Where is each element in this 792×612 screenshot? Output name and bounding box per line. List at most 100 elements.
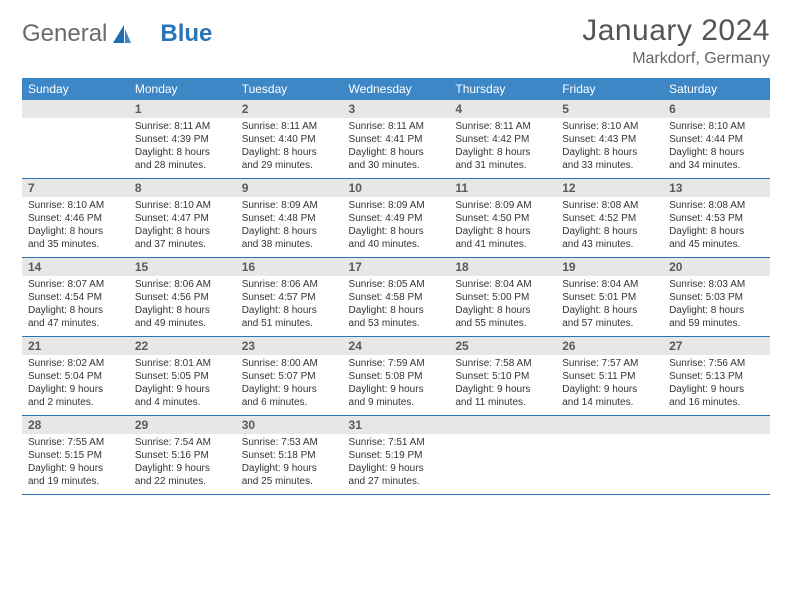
day-body xyxy=(663,434,770,492)
day-header: Wednesday xyxy=(343,78,450,100)
day-number: 30 xyxy=(236,416,343,434)
day-number: 10 xyxy=(343,179,450,197)
day-body: Sunrise: 8:01 AMSunset: 5:05 PMDaylight:… xyxy=(129,355,236,415)
day-cell: 15Sunrise: 8:06 AMSunset: 4:56 PMDayligh… xyxy=(129,258,236,337)
day-number: 21 xyxy=(22,337,129,355)
day-body: Sunrise: 7:54 AMSunset: 5:16 PMDaylight:… xyxy=(129,434,236,494)
day-body: Sunrise: 8:07 AMSunset: 4:54 PMDaylight:… xyxy=(22,276,129,336)
day-cell: 9Sunrise: 8:09 AMSunset: 4:48 PMDaylight… xyxy=(236,179,343,258)
day-number: 8 xyxy=(129,179,236,197)
day-cell: 29Sunrise: 7:54 AMSunset: 5:16 PMDayligh… xyxy=(129,416,236,495)
month-title: January 2024 xyxy=(582,14,770,48)
week-row: 7Sunrise: 8:10 AMSunset: 4:46 PMDaylight… xyxy=(22,179,770,258)
day-number: 11 xyxy=(449,179,556,197)
day-cell: 6Sunrise: 8:10 AMSunset: 4:44 PMDaylight… xyxy=(663,100,770,179)
day-number: 27 xyxy=(663,337,770,355)
day-number: 5 xyxy=(556,100,663,118)
day-body: Sunrise: 8:09 AMSunset: 4:50 PMDaylight:… xyxy=(449,197,556,257)
day-number xyxy=(663,416,770,434)
day-number: 18 xyxy=(449,258,556,276)
day-number: 1 xyxy=(129,100,236,118)
day-number: 31 xyxy=(343,416,450,434)
day-number: 12 xyxy=(556,179,663,197)
day-body: Sunrise: 8:08 AMSunset: 4:52 PMDaylight:… xyxy=(556,197,663,257)
topbar: General Blue January 2024 Markdorf, Germ… xyxy=(22,14,770,68)
day-number: 25 xyxy=(449,337,556,355)
day-header: Monday xyxy=(129,78,236,100)
day-header: Tuesday xyxy=(236,78,343,100)
day-cell: 10Sunrise: 8:09 AMSunset: 4:49 PMDayligh… xyxy=(343,179,450,258)
day-cell: 16Sunrise: 8:06 AMSunset: 4:57 PMDayligh… xyxy=(236,258,343,337)
day-header: Saturday xyxy=(663,78,770,100)
day-cell: 19Sunrise: 8:04 AMSunset: 5:01 PMDayligh… xyxy=(556,258,663,337)
day-number xyxy=(556,416,663,434)
day-body: Sunrise: 8:11 AMSunset: 4:42 PMDaylight:… xyxy=(449,118,556,178)
day-number: 16 xyxy=(236,258,343,276)
day-body xyxy=(449,434,556,492)
day-body: Sunrise: 8:09 AMSunset: 4:49 PMDaylight:… xyxy=(343,197,450,257)
day-number xyxy=(22,100,129,118)
day-number xyxy=(449,416,556,434)
day-body: Sunrise: 8:03 AMSunset: 5:03 PMDaylight:… xyxy=(663,276,770,336)
day-body: Sunrise: 7:53 AMSunset: 5:18 PMDaylight:… xyxy=(236,434,343,494)
week-row: 28Sunrise: 7:55 AMSunset: 5:15 PMDayligh… xyxy=(22,416,770,495)
day-body: Sunrise: 7:59 AMSunset: 5:08 PMDaylight:… xyxy=(343,355,450,415)
day-cell: 24Sunrise: 7:59 AMSunset: 5:08 PMDayligh… xyxy=(343,337,450,416)
day-body: Sunrise: 8:05 AMSunset: 4:58 PMDaylight:… xyxy=(343,276,450,336)
day-cell xyxy=(556,416,663,495)
day-number: 29 xyxy=(129,416,236,434)
day-body: Sunrise: 8:06 AMSunset: 4:57 PMDaylight:… xyxy=(236,276,343,336)
day-number: 9 xyxy=(236,179,343,197)
day-header: Thursday xyxy=(449,78,556,100)
day-body xyxy=(556,434,663,492)
brand-part1: General xyxy=(22,20,107,48)
calendar-table: Sunday Monday Tuesday Wednesday Thursday… xyxy=(22,78,770,495)
day-cell xyxy=(449,416,556,495)
day-number: 17 xyxy=(343,258,450,276)
day-cell: 8Sunrise: 8:10 AMSunset: 4:47 PMDaylight… xyxy=(129,179,236,258)
day-number: 6 xyxy=(663,100,770,118)
location: Markdorf, Germany xyxy=(582,50,770,68)
day-cell: 30Sunrise: 7:53 AMSunset: 5:18 PMDayligh… xyxy=(236,416,343,495)
sail-icon xyxy=(110,23,132,45)
day-header-row: Sunday Monday Tuesday Wednesday Thursday… xyxy=(22,78,770,100)
day-body: Sunrise: 8:11 AMSunset: 4:40 PMDaylight:… xyxy=(236,118,343,178)
day-body: Sunrise: 8:11 AMSunset: 4:39 PMDaylight:… xyxy=(129,118,236,178)
day-cell: 11Sunrise: 8:09 AMSunset: 4:50 PMDayligh… xyxy=(449,179,556,258)
day-cell xyxy=(22,100,129,179)
day-body: Sunrise: 7:55 AMSunset: 5:15 PMDaylight:… xyxy=(22,434,129,494)
day-body: Sunrise: 8:11 AMSunset: 4:41 PMDaylight:… xyxy=(343,118,450,178)
day-header: Friday xyxy=(556,78,663,100)
day-header: Sunday xyxy=(22,78,129,100)
day-body: Sunrise: 8:02 AMSunset: 5:04 PMDaylight:… xyxy=(22,355,129,415)
day-cell: 4Sunrise: 8:11 AMSunset: 4:42 PMDaylight… xyxy=(449,100,556,179)
day-body: Sunrise: 8:09 AMSunset: 4:48 PMDaylight:… xyxy=(236,197,343,257)
day-body: Sunrise: 8:00 AMSunset: 5:07 PMDaylight:… xyxy=(236,355,343,415)
day-body: Sunrise: 7:56 AMSunset: 5:13 PMDaylight:… xyxy=(663,355,770,415)
day-body: Sunrise: 8:10 AMSunset: 4:46 PMDaylight:… xyxy=(22,197,129,257)
day-body: Sunrise: 8:10 AMSunset: 4:43 PMDaylight:… xyxy=(556,118,663,178)
day-body: Sunrise: 7:58 AMSunset: 5:10 PMDaylight:… xyxy=(449,355,556,415)
day-cell: 3Sunrise: 8:11 AMSunset: 4:41 PMDaylight… xyxy=(343,100,450,179)
brand-part2: Blue xyxy=(160,20,212,48)
day-body: Sunrise: 8:08 AMSunset: 4:53 PMDaylight:… xyxy=(663,197,770,257)
week-row: 1Sunrise: 8:11 AMSunset: 4:39 PMDaylight… xyxy=(22,100,770,179)
day-cell xyxy=(663,416,770,495)
day-cell: 23Sunrise: 8:00 AMSunset: 5:07 PMDayligh… xyxy=(236,337,343,416)
weeks-body: 1Sunrise: 8:11 AMSunset: 4:39 PMDaylight… xyxy=(22,100,770,495)
day-cell: 1Sunrise: 8:11 AMSunset: 4:39 PMDaylight… xyxy=(129,100,236,179)
day-number: 23 xyxy=(236,337,343,355)
day-body: Sunrise: 8:04 AMSunset: 5:01 PMDaylight:… xyxy=(556,276,663,336)
day-number: 26 xyxy=(556,337,663,355)
day-number: 15 xyxy=(129,258,236,276)
day-cell: 7Sunrise: 8:10 AMSunset: 4:46 PMDaylight… xyxy=(22,179,129,258)
day-body: Sunrise: 8:06 AMSunset: 4:56 PMDaylight:… xyxy=(129,276,236,336)
day-number: 14 xyxy=(22,258,129,276)
day-cell: 20Sunrise: 8:03 AMSunset: 5:03 PMDayligh… xyxy=(663,258,770,337)
day-number: 22 xyxy=(129,337,236,355)
day-cell: 21Sunrise: 8:02 AMSunset: 5:04 PMDayligh… xyxy=(22,337,129,416)
day-cell: 22Sunrise: 8:01 AMSunset: 5:05 PMDayligh… xyxy=(129,337,236,416)
day-number: 20 xyxy=(663,258,770,276)
day-number: 28 xyxy=(22,416,129,434)
brand-logo: General Blue xyxy=(22,14,212,48)
